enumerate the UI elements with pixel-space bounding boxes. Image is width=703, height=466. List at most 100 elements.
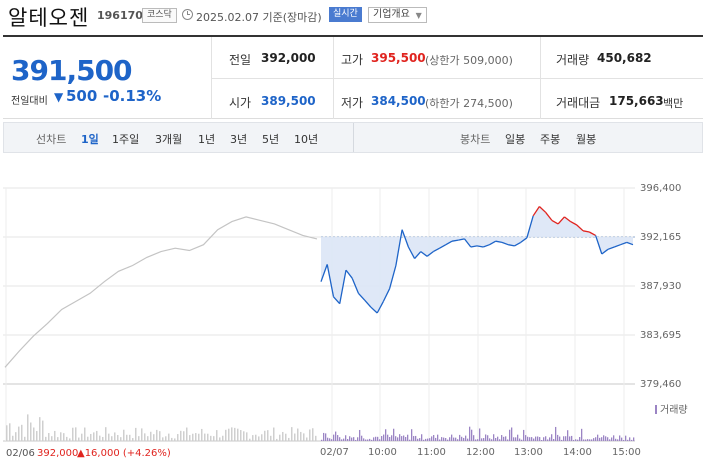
volume-bar [415, 435, 417, 441]
period-toolbar: 선차트 1일 1주일 3개월 1년 3년 5년 10년 봉차트 일봉 주봉 월봉 [3, 122, 703, 153]
volume-bar [625, 435, 627, 441]
volume-bar [391, 435, 393, 441]
volume-bar [33, 427, 35, 441]
volume-bar [573, 439, 575, 441]
series-today-segment [364, 299, 372, 308]
volume-bar [333, 434, 335, 441]
volume-bar [285, 433, 287, 441]
volume-bar [48, 433, 50, 441]
volume-bar [401, 436, 403, 441]
series-today-segment [345, 269, 353, 279]
volume-bar [323, 432, 325, 441]
volume-bar [409, 439, 411, 441]
lower-limit: (하한가 274,500) [425, 97, 513, 110]
volume-bar [353, 437, 355, 441]
volume-bar [288, 437, 290, 441]
volume-bar [331, 439, 333, 441]
volume-bar [429, 438, 431, 441]
x-tick-label: 12:00 [466, 447, 495, 458]
volume-bar [547, 439, 549, 441]
volume-bar [527, 436, 529, 441]
tab-1w[interactable]: 1주일 [112, 133, 140, 146]
volume-bar [15, 432, 17, 441]
tab-1y[interactable]: 1년 [198, 133, 216, 146]
volume-bar [425, 438, 427, 441]
volume-bar [469, 426, 471, 441]
volume-bar [335, 431, 337, 441]
volume-bar [405, 436, 407, 441]
volume-bar [383, 434, 385, 441]
volume-bar [51, 436, 53, 441]
tab-3m[interactable]: 3개월 [155, 133, 183, 146]
volume-bar [613, 435, 615, 441]
volume-bar [381, 436, 383, 441]
volume-bar [629, 437, 631, 441]
volume-bar [399, 434, 401, 441]
volume-bar [441, 437, 443, 441]
tab-5y[interactable]: 5년 [262, 133, 280, 146]
volume-bar [359, 429, 361, 441]
volume-bar [291, 427, 293, 441]
y-tick-label: 396,400 [640, 183, 681, 194]
series-today-segment [357, 292, 366, 301]
volume-bar [273, 427, 275, 441]
series-today-segment [520, 237, 528, 243]
volume-bar [312, 428, 314, 441]
tab-3y[interactable]: 3년 [230, 133, 248, 146]
volume-bar [337, 435, 339, 441]
volume-bar [389, 437, 391, 441]
volume-bar [147, 436, 149, 441]
volume-bar [234, 427, 236, 441]
volume-bar [39, 417, 41, 441]
volume-bar [449, 437, 451, 441]
volume-bar [445, 438, 447, 441]
series-today-segment [414, 251, 422, 260]
volume-bar [559, 436, 561, 441]
volume-bar [27, 414, 29, 441]
tab-1d[interactable]: 1일 [81, 133, 99, 146]
volume-bar [36, 431, 38, 441]
volume-bar [231, 427, 233, 441]
volume-bar [533, 438, 535, 441]
volume-bar [519, 438, 521, 441]
volume-bar [515, 437, 517, 441]
x-tick-label: 13:00 [514, 447, 543, 458]
volume-bar [153, 434, 155, 441]
price-chart[interactable]: 396,400 392,165 387,930 383,695 379,460 02/0… [3, 158, 703, 466]
volume-bars [6, 414, 635, 441]
volume-bar [435, 437, 437, 441]
tab-10y[interactable]: 10년 [294, 133, 319, 146]
volume-bar [591, 439, 593, 441]
volume-bar [18, 426, 20, 441]
tab-daily[interactable]: 일봉 [505, 133, 526, 146]
volume-bar [489, 438, 491, 441]
volume-bar [503, 436, 505, 441]
volume-bar [123, 429, 125, 441]
tab-monthly[interactable]: 월봉 [576, 133, 597, 146]
company-overview-button[interactable]: 기업개요 ▼ [368, 7, 427, 23]
volume-bar [87, 436, 89, 441]
realtime-badge[interactable]: 실시간 [329, 7, 362, 22]
divider [353, 123, 354, 152]
volume-bar [551, 434, 553, 441]
volume-bar [509, 429, 511, 441]
tab-weekly[interactable]: 주봉 [540, 133, 561, 146]
volume-bar [237, 428, 239, 441]
volume-bar [569, 436, 571, 441]
series-today-segment [401, 229, 410, 248]
series-today-segment [320, 264, 328, 282]
series-today-segment [514, 241, 522, 247]
series-today-segment [407, 246, 416, 259]
volume-bar [117, 435, 119, 441]
volume-bar [90, 433, 92, 441]
y-axis: 396,400 392,165 387,930 383,695 379,460 [640, 183, 681, 390]
volume-bar [30, 422, 32, 441]
series-today-segment [614, 244, 621, 248]
series-today-segment [532, 206, 540, 217]
volume-bar [523, 429, 525, 441]
volume-bar [397, 437, 399, 441]
volume-bar [439, 439, 441, 441]
volume-bar [371, 439, 373, 441]
current-price: 391,500 [11, 54, 133, 87]
volume-bar [345, 435, 347, 441]
